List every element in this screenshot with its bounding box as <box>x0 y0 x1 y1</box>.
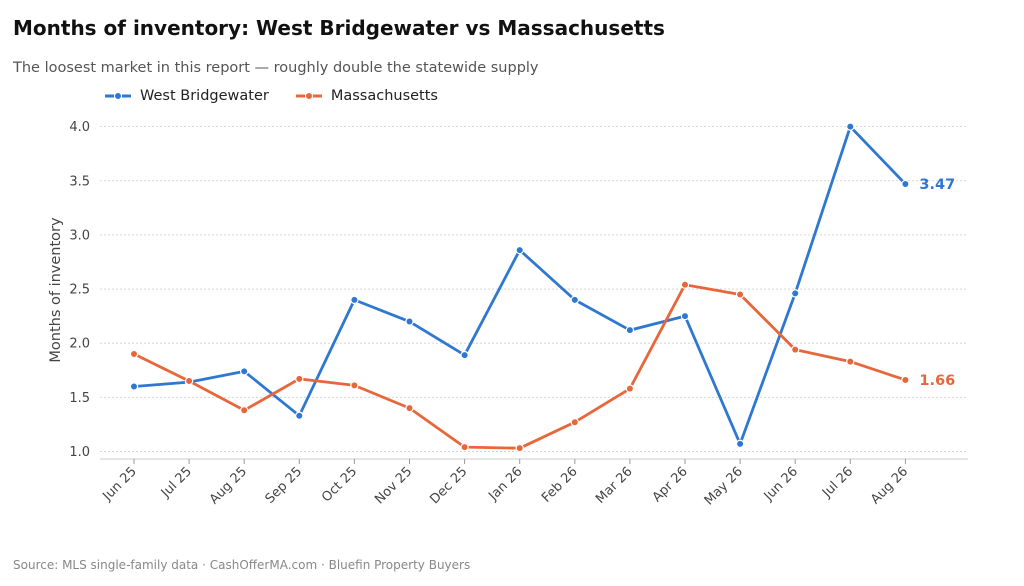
x-tick-label: Apr 26 <box>650 464 691 505</box>
data-point <box>791 289 800 298</box>
data-point <box>350 295 359 305</box>
x-tick-label: Dec 25 <box>427 464 470 507</box>
x-tick-label: Nov 25 <box>372 464 415 507</box>
end-value-label: 1.66 <box>919 373 955 389</box>
y-tick-label: 2.5 <box>69 283 90 298</box>
x-tick-label: Mar 26 <box>593 464 636 507</box>
data-point <box>625 384 635 393</box>
data-point <box>570 417 580 427</box>
data-point <box>295 374 304 384</box>
data-point <box>735 439 745 449</box>
data-point <box>405 403 414 413</box>
chart-subtitle: The loosest market in this report — roug… <box>13 60 539 76</box>
data-point <box>515 245 524 255</box>
data-point <box>625 325 635 335</box>
chart-title: Months of inventory: West Bridgewater vs… <box>13 16 665 40</box>
data-point <box>295 411 304 420</box>
data-point <box>350 381 359 390</box>
legend-item-massachusetts: Massachusetts <box>295 88 438 104</box>
data-point <box>184 376 194 386</box>
x-tick-label: Oct 25 <box>319 464 360 505</box>
y-tick-label: 3.5 <box>69 174 90 189</box>
legend-item-west-bridgewater: West Bridgewater <box>104 88 269 104</box>
data-point <box>846 122 855 131</box>
data-point <box>901 179 910 189</box>
x-tick-label: Jul 25 <box>158 464 195 501</box>
data-point <box>515 443 524 453</box>
data-point <box>460 350 469 360</box>
data-point <box>405 317 414 326</box>
data-point <box>239 406 249 415</box>
data-point <box>901 375 910 385</box>
y-tick-label: 1.0 <box>69 445 90 460</box>
y-tick-label: 2.0 <box>69 337 90 352</box>
y-tick-label: 3.0 <box>69 228 90 243</box>
x-tick-label: Sep 25 <box>263 464 306 507</box>
data-point <box>791 345 800 354</box>
x-tick-label: Aug 25 <box>207 464 250 507</box>
x-tick-label: May 26 <box>702 464 746 508</box>
y-tick-label: 4.0 <box>69 120 90 135</box>
series-line-west-bridgewater <box>132 125 907 446</box>
y-axis-title: Months of inventory <box>48 217 64 363</box>
legend-swatch-massachusetts <box>295 92 322 100</box>
legend: West Bridgewater Massachusetts <box>104 88 438 104</box>
x-tick-label: Jun 26 <box>761 464 801 504</box>
data-point <box>846 357 855 366</box>
data-point <box>570 295 580 305</box>
data-point <box>680 280 690 289</box>
legend-label-massachusetts: Massachusetts <box>330 88 438 104</box>
y-tick-label: 1.5 <box>69 391 90 406</box>
x-tick-label: Jul 26 <box>819 464 856 501</box>
legend-swatch-west-bridgewater <box>105 92 131 100</box>
data-point <box>680 311 690 321</box>
x-tick-label: Jan 26 <box>485 464 525 504</box>
data-point <box>129 349 139 359</box>
data-point <box>129 382 139 391</box>
data-point <box>239 367 249 376</box>
source-footer: Source: MLS single-family data · CashOff… <box>13 558 471 572</box>
data-point <box>735 290 745 299</box>
grid-layer <box>100 126 968 452</box>
x-tick-label: Aug 26 <box>868 464 911 507</box>
data-point <box>460 442 469 452</box>
x-tick-label: Jun 25 <box>100 464 140 504</box>
series-layer: 3.47 1.66 <box>129 122 955 453</box>
legend-label-west-bridgewater: West Bridgewater <box>140 88 269 104</box>
end-value-label: 3.47 <box>919 177 955 193</box>
x-tick-label: Feb 26 <box>539 464 581 506</box>
